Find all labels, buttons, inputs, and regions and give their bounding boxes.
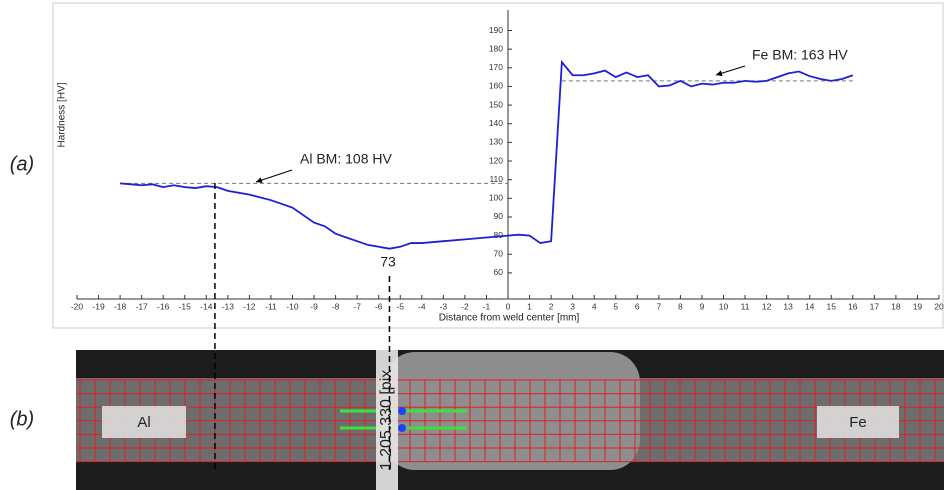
data-line	[120, 59, 854, 250]
x-tick-label: 19	[913, 301, 923, 311]
y-tick-label: 140	[489, 118, 503, 128]
x-tick-label: -9	[310, 301, 318, 311]
y-tick-label: 110	[489, 174, 503, 184]
micrograph: Al Fe 1 205.330 [pix	[76, 350, 944, 490]
x-tick-label: -2	[461, 301, 469, 311]
image-label: Fe	[849, 414, 867, 431]
x-tick-label: 14	[805, 301, 815, 311]
min-label: 73	[380, 254, 396, 270]
x-tick-label: 6	[635, 301, 640, 311]
image-label: Al	[137, 414, 150, 431]
x-tick-label: 11	[741, 301, 750, 311]
y-tick-label: 90	[494, 211, 504, 221]
measure-strip	[376, 350, 398, 490]
x-tick-label: -11	[265, 301, 277, 311]
y-tick-label: 150	[489, 99, 503, 109]
x-tick-label: -14	[200, 301, 213, 311]
label-box	[102, 406, 186, 438]
y-tick-label: 160	[489, 81, 503, 91]
x-axis-label: Distance from weld center [mm]	[439, 313, 580, 324]
y-tick-label: 170	[489, 62, 503, 72]
x-tick-label: -16	[157, 301, 170, 311]
x-tick-label: -13	[222, 301, 235, 311]
panel-label: (b)	[10, 408, 34, 430]
x-tick-label: 10	[719, 301, 729, 311]
x-tick-label: -1	[483, 301, 491, 311]
x-tick-label: 18	[891, 301, 901, 311]
y-tick-label: 180	[489, 43, 503, 53]
x-tick-label: -5	[396, 301, 404, 311]
x-tick-label: -10	[286, 301, 299, 311]
x-tick-label: 1	[527, 301, 532, 311]
plot-frame	[52, 2, 944, 329]
measurement-label: 1 205.330 [pix	[378, 370, 395, 471]
x-tick-label: 12	[762, 301, 772, 311]
annotation: Fe BM: 163 HV	[752, 47, 848, 63]
x-tick-label: -17	[136, 301, 149, 311]
x-tick-label: 5	[613, 301, 618, 311]
x-tick-label: 15	[827, 301, 837, 311]
y-tick-label: 60	[494, 267, 504, 277]
y-tick-label: 130	[489, 137, 503, 147]
annotation: Al BM: 108 HV	[300, 151, 392, 167]
x-tick-label: -6	[375, 301, 383, 311]
x-tick-label: 13	[783, 301, 793, 311]
y-tick-label: 70	[494, 249, 504, 259]
x-tick-label: 2	[549, 301, 554, 311]
x-tick-label: -7	[353, 301, 361, 311]
x-tick-label: 7	[656, 301, 661, 311]
label-box	[817, 406, 899, 438]
x-tick-label: -12	[243, 301, 256, 311]
y-tick-label: 190	[489, 25, 503, 35]
x-tick-label: -4	[418, 301, 426, 311]
annotation-arrow	[255, 169, 293, 183]
measure-point	[398, 424, 406, 432]
x-tick-label: 4	[592, 301, 597, 311]
annotation-arrow	[715, 65, 746, 77]
x-tick-label: 20	[934, 301, 944, 311]
x-tick-label: -15	[179, 301, 192, 311]
x-tick-label: -3	[440, 301, 448, 311]
x-tick-label: -20	[71, 301, 84, 311]
x-tick-label: 16	[848, 301, 858, 311]
x-tick-label: -8	[332, 301, 340, 311]
panel-label: (a)	[10, 153, 34, 175]
y-tick-label: 100	[489, 193, 503, 203]
y-axis-label: Hardness [HV]	[57, 82, 68, 147]
x-tick-label: 17	[870, 301, 880, 311]
x-tick-label: 3	[570, 301, 575, 311]
y-tick-label: 80	[494, 230, 504, 240]
x-tick-label: 0	[506, 301, 511, 311]
weld-nugget	[385, 352, 640, 470]
x-tick-label: -18	[114, 301, 127, 311]
y-tick-label: 120	[489, 155, 503, 165]
x-tick-label: -19	[92, 301, 105, 311]
measure-point	[398, 407, 406, 415]
x-tick-label: 9	[700, 301, 705, 311]
x-tick-label: 8	[678, 301, 683, 311]
